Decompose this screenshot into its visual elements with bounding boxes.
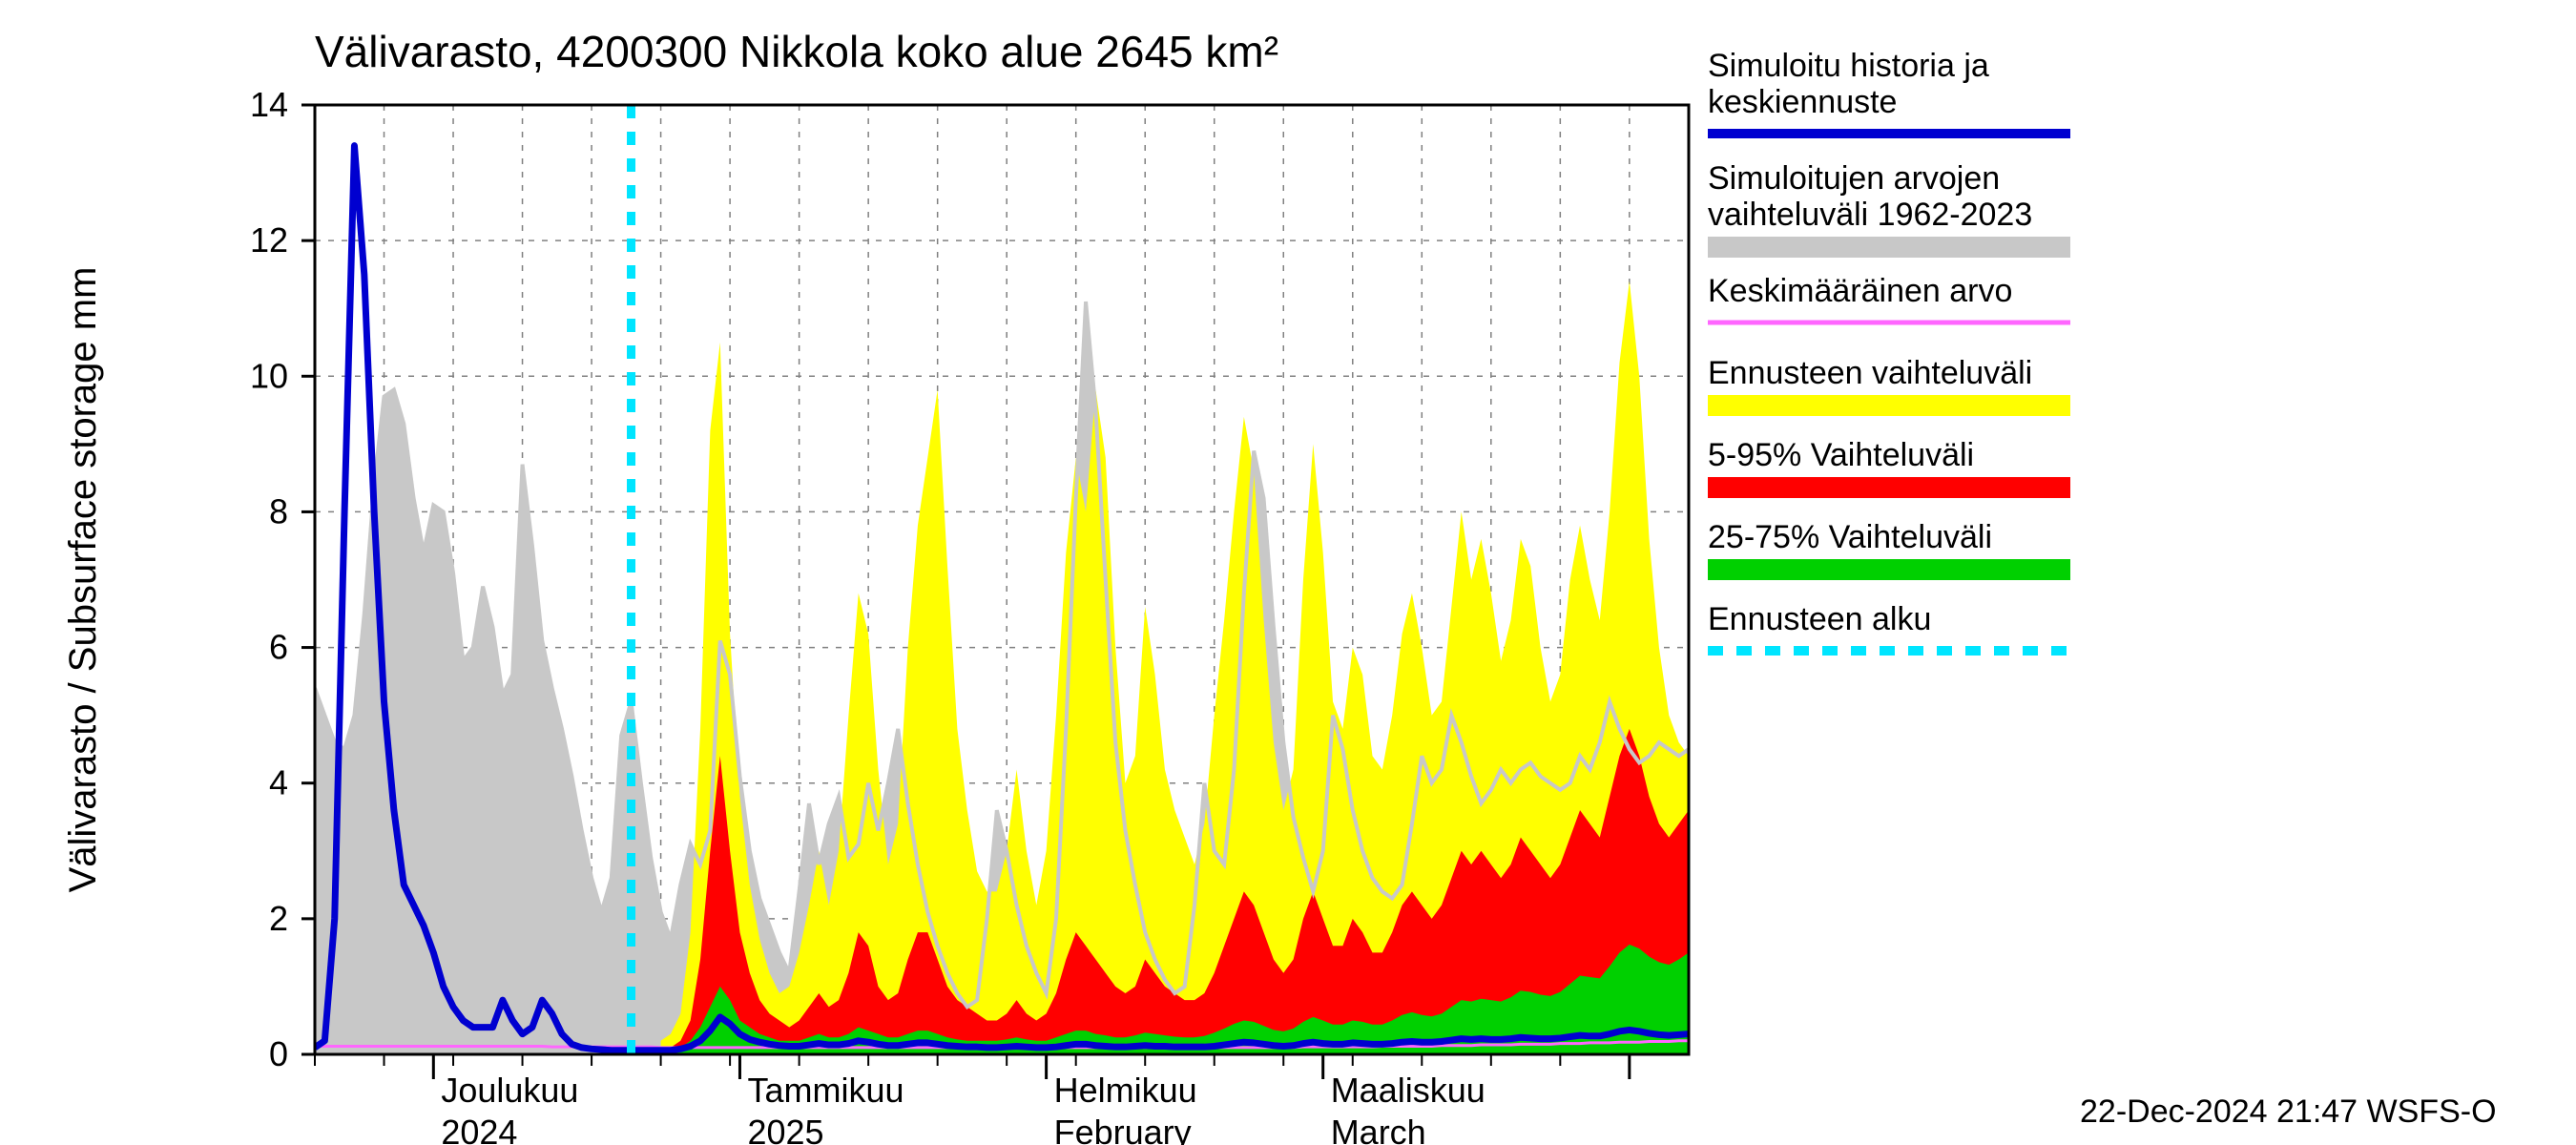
legend-label: Keskimääräinen arvo <box>1708 273 2012 309</box>
x-month-sublabel: March <box>1331 1113 1426 1145</box>
y-tick-label: 6 <box>269 628 288 667</box>
legend-swatch <box>1708 477 2070 498</box>
legend-label: Simuloitu historia ja <box>1708 48 1989 84</box>
legend-swatch <box>1708 237 2070 258</box>
y-tick-label: 10 <box>250 356 288 395</box>
x-month-label: Joulukuu <box>441 1071 578 1110</box>
y-tick-label: 4 <box>269 763 288 802</box>
y-axis-label: Välivarasto / Subsurface storage mm <box>62 267 104 893</box>
legend-label: Ennusteen vaihteluväli <box>1708 355 2032 391</box>
chart-title: Välivarasto, 4200300 Nikkola koko alue 2… <box>315 27 1278 76</box>
legend-label: 25-75% Vaihteluväli <box>1708 519 1992 555</box>
x-month-sublabel: 2025 <box>747 1113 823 1145</box>
y-tick-label: 8 <box>269 491 288 531</box>
chart-container: 0 2 4 6 8 10 12 14 Joulukuu2024 Tammikuu2025 Helmi… <box>0 0 2576 1145</box>
legend-label: keskiennuste <box>1708 84 1897 120</box>
x-month-label: Maaliskuu <box>1331 1071 1485 1110</box>
legend-label: Simuloitujen arvojen <box>1708 160 2000 197</box>
legend-label: vaihteluväli 1962-2023 <box>1708 197 2032 233</box>
x-month-sublabel: 2024 <box>441 1113 517 1145</box>
legend-label: 5-95% Vaihteluväli <box>1708 437 1974 473</box>
x-month-label: Tammikuu <box>747 1071 904 1110</box>
legend-label: Ennusteen alku <box>1708 601 1931 637</box>
legend-swatch <box>1708 559 2070 580</box>
legend-swatch <box>1708 395 2070 416</box>
y-tick-label: 0 <box>269 1034 288 1073</box>
chart-footer: 22-Dec-2024 21:47 WSFS-O <box>2080 1093 2497 1130</box>
y-tick-label: 12 <box>250 220 288 260</box>
chart-svg: 0 2 4 6 8 10 12 14 Joulukuu2024 Tammikuu2025 Helmi… <box>0 0 2576 1145</box>
y-tick-label: 2 <box>269 899 288 938</box>
x-month-sublabel: February <box>1054 1113 1192 1145</box>
x-month-label: Helmikuu <box>1054 1071 1197 1110</box>
y-tick-label: 14 <box>250 85 288 124</box>
